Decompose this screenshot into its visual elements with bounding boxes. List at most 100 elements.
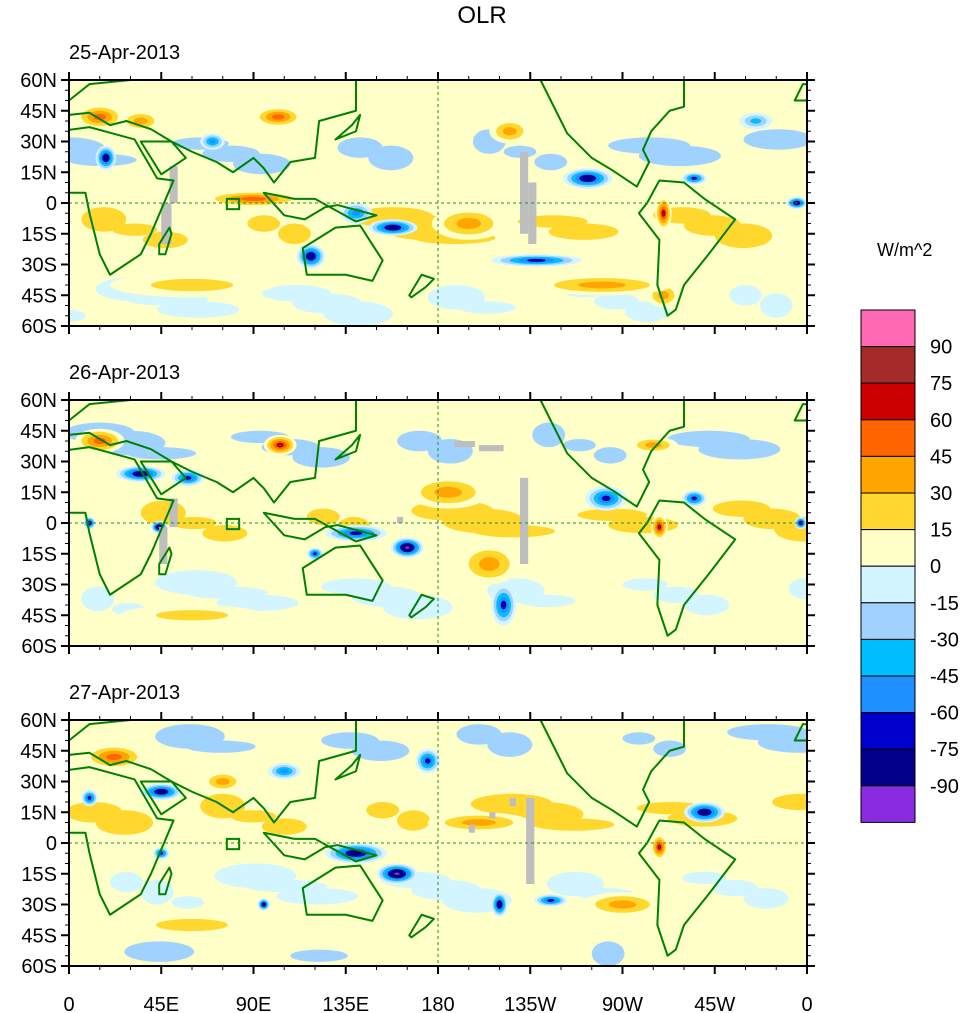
coastline [139, 140, 187, 176]
y-tick-label: 60N [20, 70, 57, 92]
texture-patch [653, 740, 687, 757]
colorbar-units-label: W/m^2 [877, 240, 933, 260]
coastline [408, 913, 435, 939]
anomaly-contour [351, 210, 361, 216]
y-tick-label: 0 [46, 513, 57, 535]
texture-patch [397, 810, 430, 831]
texture-patch [712, 879, 758, 897]
panel-3-date: 27-Apr-2013 [69, 682, 181, 704]
y-tick-label: 15S [21, 864, 57, 886]
texture-patch [534, 153, 568, 171]
coastline [539, 720, 685, 828]
missing-data-patch [489, 812, 496, 819]
y-tick-label: 0 [46, 833, 57, 855]
texture-patch [202, 145, 260, 162]
anomaly-contour [608, 900, 637, 909]
texture-patch [140, 879, 174, 905]
x-tick-label: 180 [421, 994, 454, 1013]
y-tick-label: 60N [20, 710, 57, 732]
colorbar-label: 90 [930, 337, 952, 359]
maldives-outline [225, 197, 241, 211]
coastline [158, 546, 173, 576]
y-tick-label: 45N [20, 101, 57, 123]
coastline [637, 179, 737, 317]
panel-2-date: 26-Apr-2013 [69, 362, 181, 384]
x-tick-label: 0 [801, 994, 812, 1013]
texture-patch [427, 285, 486, 310]
texture-patch [247, 215, 281, 232]
colorbar-label: 45 [930, 446, 952, 468]
coastline [408, 273, 435, 299]
y-tick-label: 60N [20, 390, 57, 412]
colorbar-label: -45 [930, 666, 959, 688]
texture-patch [214, 863, 297, 889]
y-tick-label: 45N [20, 741, 57, 763]
texture-patch [69, 802, 123, 823]
anomaly-contour [601, 495, 611, 502]
y-tick-label: 45S [21, 285, 57, 307]
colorbar-swatch [860, 638, 916, 677]
texture-patch [276, 888, 359, 905]
texture-patch [306, 508, 340, 526]
texture-patch [69, 309, 86, 322]
coastline [301, 224, 384, 282]
missing-data-patch [397, 516, 404, 523]
coastline [139, 780, 187, 816]
texture-patch [577, 508, 648, 521]
coastline [539, 400, 685, 508]
anomaly-contour [240, 196, 267, 201]
missing-data-patch [161, 203, 172, 244]
anomaly-contour [349, 531, 363, 536]
map-panel-2: 60N 45N 30N 15N 0 15S 30S 45S 60S [20, 390, 815, 658]
texture-patch [230, 810, 277, 823]
y-tick-label: 30S [21, 255, 57, 277]
colorbar-swatch [860, 785, 916, 823]
texture-patch [321, 732, 379, 749]
colorbar-label: -75 [930, 739, 959, 761]
anomaly-contour [156, 610, 228, 621]
texture-patch [593, 447, 627, 464]
anomaly-contour [93, 113, 106, 120]
colorbar-swatch [860, 712, 916, 750]
texture-patch [653, 586, 699, 603]
anomaly-contour [425, 758, 431, 764]
missing-data-patch [479, 445, 504, 452]
colorbar-swatch [860, 309, 916, 348]
missing-data-patch [468, 824, 475, 833]
anomaly-contour [133, 117, 148, 125]
texture-patch [157, 301, 240, 318]
colorbar-swatch [860, 602, 916, 640]
coastline [69, 126, 175, 276]
anomaly-contour [583, 176, 592, 181]
colorbar-label: -90 [930, 776, 959, 798]
texture-patch [155, 724, 225, 749]
anomaly-contour [313, 552, 317, 556]
anomaly-contour [500, 600, 507, 610]
missing-data-patch [526, 797, 535, 884]
anomaly-contour [434, 486, 462, 498]
texture-patch [788, 578, 807, 599]
anomaly-contour [271, 114, 285, 120]
y-tick-label: 45N [20, 421, 57, 443]
y-tick-label: 0 [46, 193, 57, 215]
anomaly-contour [456, 218, 482, 229]
map-panel-1: 60N 45N 30N 15N 0 15S 30S 45S 60S [20, 70, 815, 338]
y-tick-label: 30S [21, 575, 57, 597]
y-tick-label: 30N [20, 132, 57, 154]
anomaly-contour [502, 127, 517, 136]
coastline [262, 191, 378, 223]
colorbar-swatch [860, 748, 916, 787]
y-tick-label: 30N [20, 452, 57, 474]
coastline [158, 866, 173, 896]
coastline [69, 400, 357, 504]
anomaly-contour [157, 790, 165, 794]
anomaly-contour [547, 898, 555, 902]
anomaly-contour [209, 139, 216, 144]
anomaly-contour [276, 442, 284, 448]
colorbar-swatch [860, 565, 916, 604]
texture-patch [351, 207, 434, 228]
x-tick-label: 45E [143, 994, 179, 1013]
panel-1-date: 25-Apr-2013 [69, 42, 181, 64]
texture-patch [81, 586, 115, 612]
